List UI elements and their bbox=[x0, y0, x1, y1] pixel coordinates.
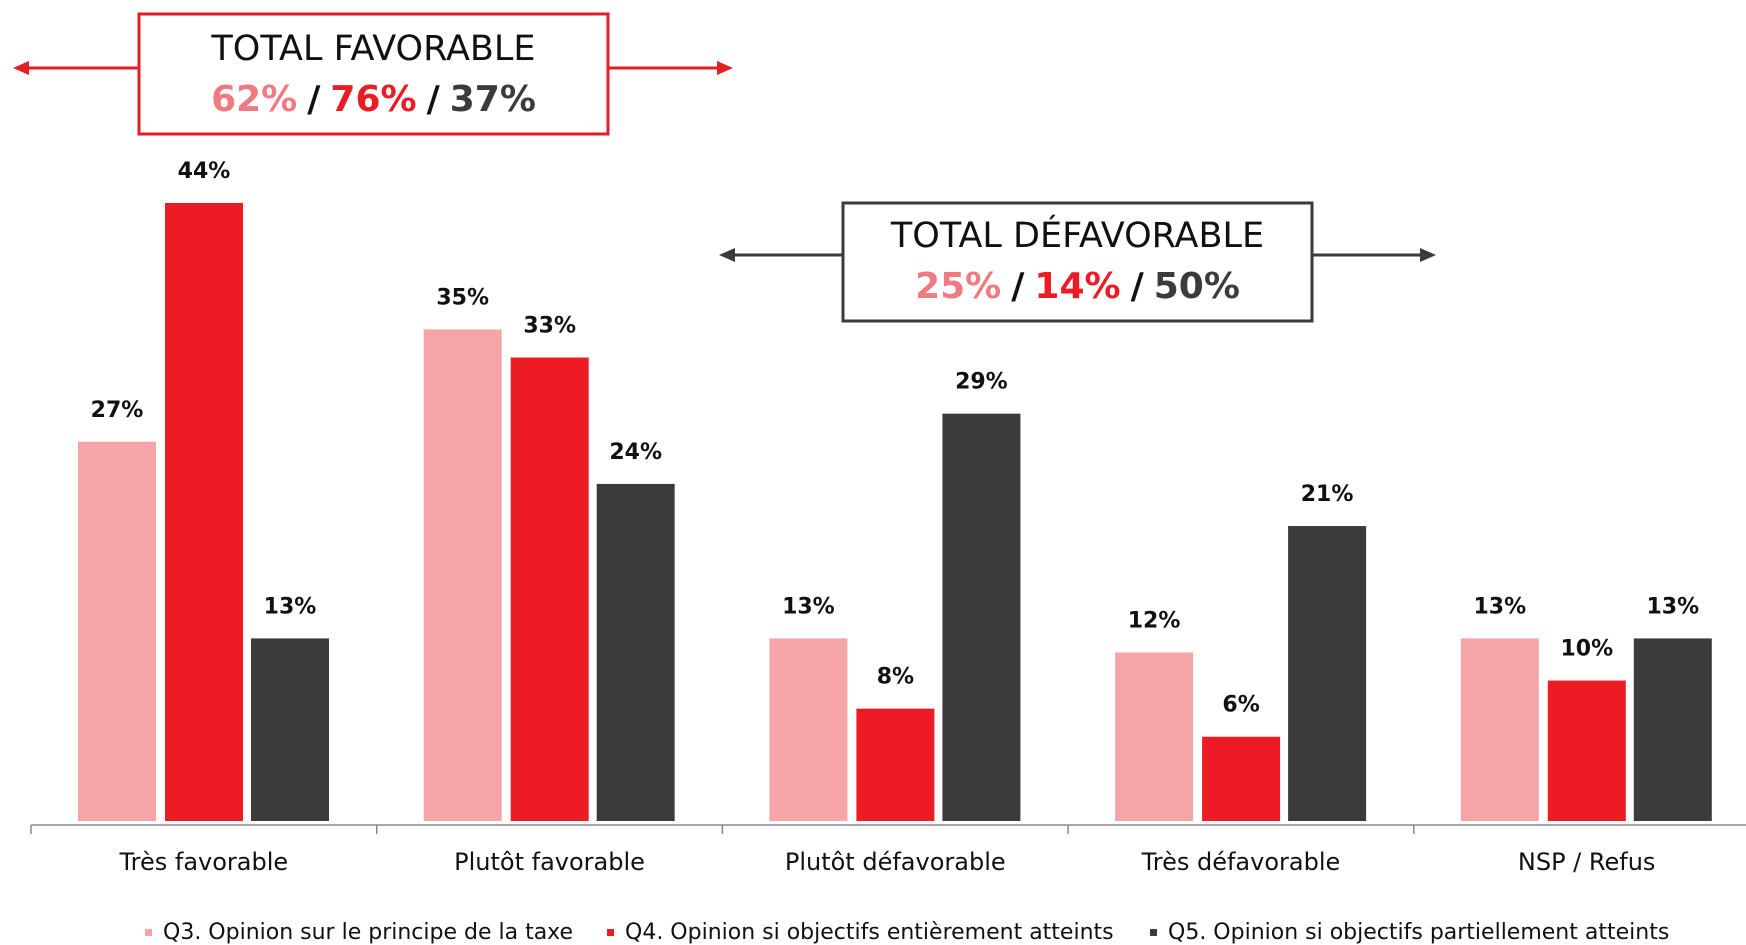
data-label: 8% bbox=[877, 665, 914, 690]
annotation-value: 25% bbox=[915, 266, 1001, 307]
annotation-value: 76% bbox=[330, 79, 416, 120]
data-label: 33% bbox=[523, 314, 576, 339]
legend-label: Q3. Opinion sur le principe de la taxe bbox=[163, 920, 573, 945]
data-label: 44% bbox=[178, 159, 231, 184]
bar bbox=[423, 329, 502, 821]
bar bbox=[510, 357, 589, 821]
bar bbox=[1633, 638, 1712, 821]
data-label: 35% bbox=[436, 285, 489, 310]
annotation-values: 25%/14%/50% bbox=[915, 266, 1240, 307]
data-label: 10% bbox=[1560, 637, 1613, 662]
data-label: 13% bbox=[1473, 594, 1526, 619]
data-label: 13% bbox=[1646, 594, 1699, 619]
bar bbox=[251, 638, 329, 821]
x-tick-label: Plutôt défavorable bbox=[785, 848, 1006, 876]
arrow-head bbox=[719, 248, 735, 262]
legend-label: Q5. Opinion si objectifs partiellement a… bbox=[1168, 920, 1669, 945]
data-label: 13% bbox=[782, 594, 835, 619]
bar bbox=[596, 483, 675, 821]
arrow-head bbox=[717, 61, 733, 75]
legend-swatch bbox=[607, 929, 614, 936]
arrow-head bbox=[13, 61, 29, 75]
bar bbox=[1202, 736, 1281, 821]
bar bbox=[78, 441, 156, 821]
annotation-separator: / bbox=[1131, 266, 1145, 307]
annotation-value: 37% bbox=[450, 79, 536, 120]
legend-swatch bbox=[1150, 929, 1157, 936]
data-label: 29% bbox=[955, 370, 1008, 395]
x-tick-label: NSP / Refus bbox=[1518, 848, 1656, 876]
annotation-box bbox=[841, 201, 1314, 323]
bar bbox=[1460, 638, 1539, 821]
annotation-value: 62% bbox=[211, 79, 297, 120]
annotation-separator: / bbox=[1011, 266, 1025, 307]
x-tick-label: Très défavorable bbox=[1141, 848, 1341, 876]
bar bbox=[769, 638, 848, 821]
x-tick-label: Plutôt favorable bbox=[454, 848, 645, 876]
data-label: 21% bbox=[1301, 482, 1354, 507]
bar bbox=[1547, 680, 1626, 821]
bar bbox=[1115, 652, 1194, 821]
bar bbox=[856, 708, 935, 821]
legend-swatch bbox=[145, 929, 152, 936]
x-tick-label: Très favorable bbox=[119, 848, 289, 876]
bar bbox=[165, 203, 243, 821]
data-label: 13% bbox=[264, 594, 317, 619]
annotation-value: 50% bbox=[1154, 266, 1240, 307]
annotation-value: 14% bbox=[1034, 266, 1120, 307]
annotation-title: TOTAL DÉFAVORABLE bbox=[890, 214, 1264, 256]
annotation-box bbox=[137, 12, 610, 136]
data-label: 12% bbox=[1128, 608, 1181, 633]
annotation-separator: / bbox=[307, 79, 321, 120]
annotation-separator: / bbox=[427, 79, 441, 120]
data-label: 6% bbox=[1222, 693, 1259, 718]
legend-label: Q4. Opinion si objectifs entièrement att… bbox=[625, 920, 1114, 945]
annotation-title: TOTAL FAVORABLE bbox=[210, 29, 535, 69]
data-label: 27% bbox=[91, 398, 144, 423]
bar bbox=[942, 413, 1021, 821]
bar bbox=[1288, 526, 1367, 821]
arrow-head bbox=[1420, 248, 1436, 262]
data-label: 24% bbox=[609, 440, 662, 465]
annotation-values: 62%/76%/37% bbox=[211, 79, 536, 120]
